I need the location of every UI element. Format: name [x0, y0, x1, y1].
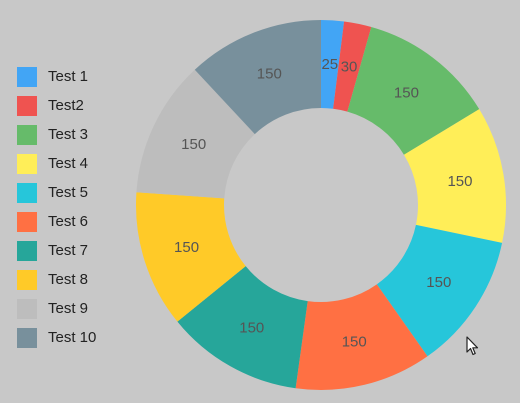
legend-label: Test 8	[48, 271, 89, 288]
legend-label: Test 10	[48, 329, 97, 346]
legend-item[interactable]: Test 8	[17, 265, 96, 294]
legend-swatch	[17, 66, 37, 87]
pie-slice[interactable]	[347, 26, 480, 155]
slice-value-label: 150	[394, 84, 419, 101]
legend-item[interactable]: Test 3	[17, 120, 96, 149]
legend-label: Test 9	[48, 300, 89, 317]
pie-slice[interactable]	[194, 20, 321, 135]
slice-value-label: 150	[174, 239, 199, 256]
legend-item[interactable]: Test 5	[17, 178, 96, 207]
pie-slice[interactable]	[376, 224, 503, 357]
legend-swatch	[17, 182, 37, 203]
legend-label: Test 7	[48, 242, 89, 259]
slice-value-label: 150	[447, 173, 472, 190]
slice-value-label: 150	[342, 334, 367, 351]
pie-slice[interactable]	[136, 69, 255, 199]
pie-slice[interactable]	[177, 266, 308, 389]
legend-label: Test 4	[48, 155, 89, 172]
legend-item[interactable]: Test 1	[17, 62, 96, 91]
legend-label: Test 5	[48, 184, 89, 201]
legend-swatch	[17, 124, 37, 145]
legend-label: Test 6	[48, 213, 89, 230]
legend-item[interactable]: Test2	[17, 91, 96, 120]
legend-label: Test 1	[48, 68, 89, 85]
slice-value-label: 150	[426, 274, 451, 291]
legend-swatch	[17, 95, 37, 116]
pie-slice[interactable]	[333, 21, 372, 112]
slice-value-label: 25	[321, 56, 338, 73]
legend-swatch	[17, 240, 37, 261]
legend-swatch	[17, 269, 37, 290]
legend-item[interactable]: Test 10	[17, 323, 96, 352]
legend-item[interactable]: Test 4	[17, 149, 96, 178]
slice-value-label: 30	[341, 58, 358, 75]
pie-slice[interactable]	[403, 109, 506, 243]
legend-item[interactable]: Test 7	[17, 236, 96, 265]
mouse-pointer-icon	[466, 336, 479, 356]
chart-legend: Test 1 Test2 Test 3 Test 4 Test 5 Test 6 Test …	[17, 62, 96, 352]
slice-value-label: 150	[239, 319, 264, 336]
legend-label: Test2	[48, 97, 84, 114]
pie-slice[interactable]	[321, 20, 345, 109]
legend-swatch	[17, 327, 37, 348]
pie-slice[interactable]	[135, 192, 246, 322]
legend-item[interactable]: Test 9	[17, 294, 96, 323]
legend-item[interactable]: Test 6	[17, 207, 96, 236]
legend-swatch	[17, 298, 37, 319]
legend-label: Test 3	[48, 126, 89, 143]
pie-slice[interactable]	[295, 284, 428, 391]
slice-value-label: 150	[181, 136, 206, 153]
legend-swatch	[17, 211, 37, 232]
slice-value-label: 150	[257, 65, 282, 82]
legend-swatch	[17, 153, 37, 174]
